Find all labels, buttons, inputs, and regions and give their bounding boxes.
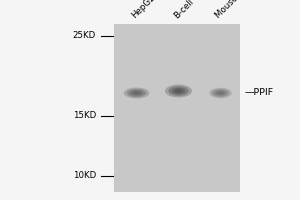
Ellipse shape <box>165 84 192 97</box>
Ellipse shape <box>212 89 229 97</box>
Ellipse shape <box>168 86 189 96</box>
Text: 10KD: 10KD <box>73 171 96 180</box>
Ellipse shape <box>124 88 149 98</box>
Text: 25KD: 25KD <box>73 31 96 40</box>
Ellipse shape <box>217 92 224 94</box>
Text: Mouse kidney: Mouse kidney <box>214 0 263 20</box>
Ellipse shape <box>130 90 143 96</box>
Text: HepG2: HepG2 <box>130 0 158 20</box>
Ellipse shape <box>215 90 226 96</box>
Ellipse shape <box>175 89 182 93</box>
Text: —PPIF: —PPIF <box>244 88 274 97</box>
Bar <box>114 24 240 192</box>
Ellipse shape <box>133 91 140 95</box>
Ellipse shape <box>172 88 185 94</box>
Ellipse shape <box>209 88 232 98</box>
Text: 15KD: 15KD <box>73 112 96 120</box>
Text: B-cell: B-cell <box>172 0 196 20</box>
Ellipse shape <box>127 89 146 97</box>
